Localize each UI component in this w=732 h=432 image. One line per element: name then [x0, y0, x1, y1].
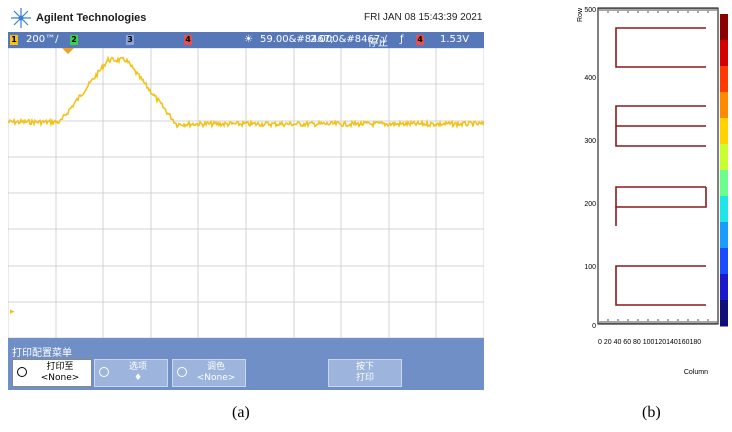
options-value: ♦ [133, 373, 143, 383]
palette-label: 调色 [206, 362, 225, 372]
pattern-plot: Row 500 400 300 200 100 0 0 20 40 60 80 … [577, 7, 728, 376]
trigger-edge-icon: ƒ [400, 34, 404, 45]
brand-name: Agilent Technologies [36, 12, 147, 24]
rotate-icon [99, 367, 109, 377]
y-tick-400: 400 [584, 75, 596, 82]
pattern-path [615, 27, 707, 306]
rotate-icon [17, 367, 27, 377]
print-label: 打印 [355, 373, 374, 383]
y-tick-0: 0 [592, 323, 596, 330]
oscilloscope-screen: Agilent Technologies FRI JAN 08 15:43:39… [8, 6, 484, 390]
timestamp: FRI JAN 08 15:43:39 2021 [364, 12, 483, 23]
trigger-channel-badge: 4 [416, 35, 424, 45]
ch1-badge[interactable]: 1 [10, 35, 18, 45]
press-label: 按下 [355, 362, 374, 372]
y-tick-500: 500 [584, 7, 596, 14]
palette-value: <None> [196, 373, 236, 383]
trigger-level: 1.53V [440, 34, 470, 45]
y-tick-100: 100 [584, 264, 596, 271]
palette-button[interactable]: 调色 <None> [172, 359, 246, 387]
scope-header: Agilent Technologies FRI JAN 08 15:43:39… [8, 6, 484, 32]
print-to-button[interactable]: 打印至 <None> [12, 359, 92, 387]
row-column-figure: Row 500 400 300 200 100 0 0 20 40 60 80 … [568, 4, 732, 384]
ch3-badge[interactable]: 3 [126, 35, 134, 45]
ch4-badge[interactable]: 4 [184, 35, 192, 45]
run-state: 停止 [368, 38, 388, 49]
options-label: 选项 [128, 362, 147, 372]
trigger-marker-icon [62, 48, 74, 54]
caption-a: (a) [232, 404, 250, 421]
press-to-print-button[interactable]: 按下 打印 [328, 359, 402, 387]
waveform-display: ▸ [8, 48, 484, 338]
row-axis-label: Row [577, 7, 584, 22]
status-bar: 1 200™/ 2 3 4 ☀ 59.00&#8467; 2.000&#8467… [8, 32, 484, 49]
sun-icon: ☀ [244, 34, 253, 45]
channel1-trace [8, 55, 484, 130]
ch2-badge[interactable]: 2 [70, 35, 78, 45]
print-to-value: <None> [40, 373, 80, 383]
colorbar [720, 14, 728, 327]
menu-title: 打印配置菜单 [12, 348, 72, 359]
waveform-grid: ▸ [8, 48, 484, 338]
y-tick-300: 300 [584, 138, 596, 145]
x-ticks: 0 20 40 60 80 100120140160180 [598, 339, 701, 346]
y-tick-200: 200 [584, 201, 596, 208]
print-to-label: 打印至 [46, 362, 74, 372]
time-scale: 2.000&#8467;/ [310, 34, 387, 45]
ground-marker-icon: ▸ [10, 307, 15, 317]
agilent-spark-icon [11, 8, 31, 28]
time-offset: 59.00&#8467; [260, 34, 334, 45]
rotate-icon [177, 367, 187, 377]
column-axis-label: Column [684, 369, 708, 376]
caption-b: (b) [642, 404, 661, 421]
options-button[interactable]: 选项 ♦ [94, 359, 168, 387]
ch1-scale: 200™/ [26, 34, 59, 45]
